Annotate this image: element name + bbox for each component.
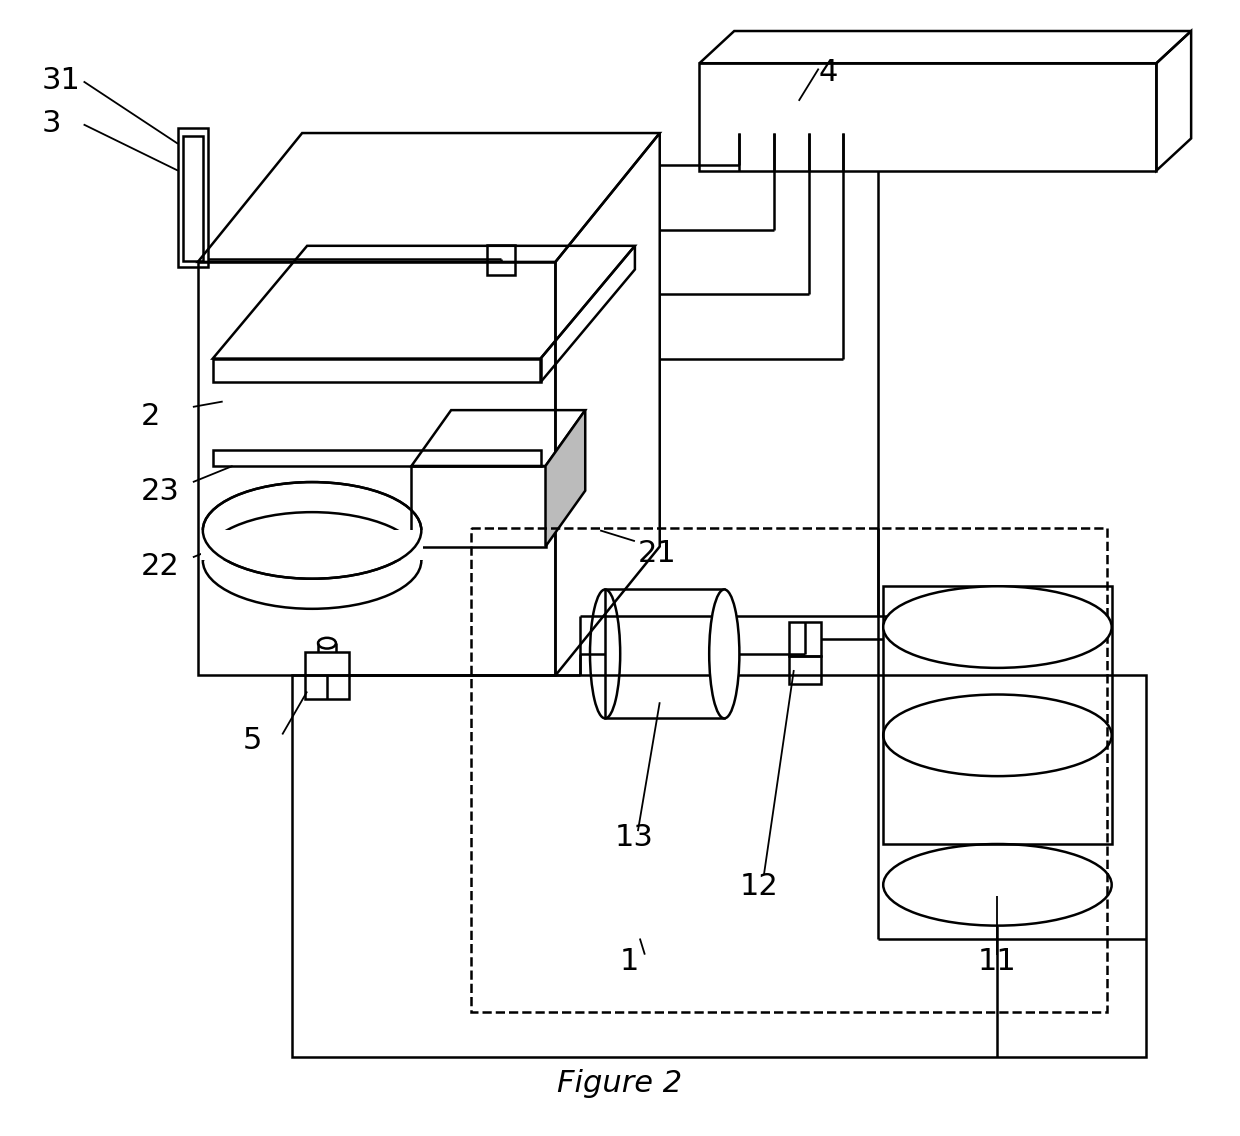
- Bar: [198, 262, 556, 676]
- Polygon shape: [546, 410, 585, 546]
- Bar: [605, 590, 724, 718]
- Text: 11: 11: [977, 947, 1017, 976]
- Text: 3: 3: [42, 109, 62, 139]
- Bar: [305, 652, 348, 699]
- Bar: [487, 244, 515, 275]
- Bar: [471, 528, 1107, 1011]
- Text: 22: 22: [141, 552, 180, 580]
- Bar: [293, 676, 1147, 1056]
- Bar: [789, 657, 821, 684]
- Bar: [184, 136, 203, 261]
- Bar: [883, 586, 1112, 844]
- Bar: [201, 531, 423, 560]
- Text: 12: 12: [739, 872, 777, 901]
- Text: 2: 2: [141, 401, 161, 431]
- Text: 31: 31: [42, 67, 81, 95]
- Bar: [699, 64, 1157, 170]
- Bar: [412, 466, 546, 546]
- Bar: [789, 621, 821, 657]
- Text: Figure 2: Figure 2: [558, 1069, 682, 1099]
- Text: 23: 23: [141, 477, 180, 506]
- Text: 4: 4: [818, 58, 838, 86]
- Text: 21: 21: [637, 538, 677, 568]
- Bar: [213, 450, 541, 466]
- Bar: [179, 127, 208, 267]
- Text: 5: 5: [243, 726, 262, 755]
- Ellipse shape: [883, 586, 1112, 668]
- Ellipse shape: [709, 590, 739, 718]
- Text: 13: 13: [615, 822, 653, 852]
- Bar: [213, 359, 541, 382]
- Text: 1: 1: [620, 947, 640, 976]
